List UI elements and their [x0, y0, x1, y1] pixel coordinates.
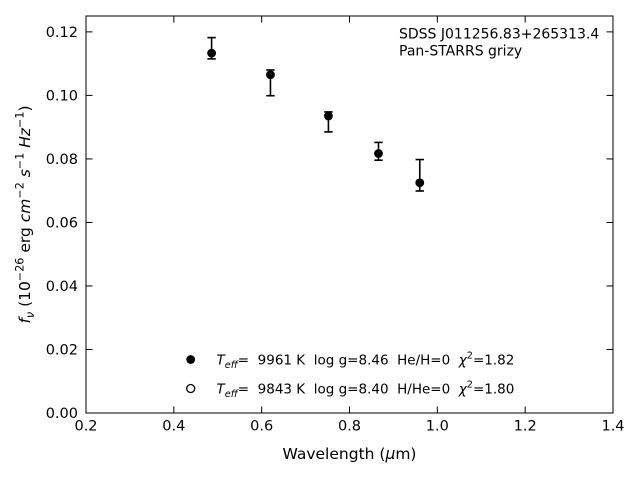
y-tick-label: 0.06	[46, 215, 78, 231]
annotation-line: SDSS J011256.83+265313.4	[399, 27, 599, 43]
data-point	[374, 141, 383, 161]
legend-row-label: Teff= 9843 K log g=8.40 H/He=0 χ2=1.80	[217, 380, 515, 400]
y-axis-label: fν (10−26 erg cm−2 s−1 Hz−1)	[13, 105, 37, 323]
annotation-line: Pan-STARRS grizy	[399, 44, 522, 60]
data-point	[415, 158, 425, 192]
data-point	[207, 36, 217, 60]
data-point-marker	[207, 48, 217, 58]
x-tick-label: 1.4	[601, 419, 624, 435]
y-tick-label: 0.08	[46, 152, 78, 168]
data-point-marker	[415, 178, 425, 188]
x-tick-label: 0.6	[250, 419, 273, 435]
data-point	[266, 69, 275, 97]
y-tick-label: 0.10	[46, 88, 78, 104]
y-tick-label: 0.00	[46, 406, 78, 422]
legend-row-label: Teff= 9961 K log g=8.46 He/H=0 χ2=1.82	[217, 351, 515, 371]
data-point-marker	[266, 70, 275, 80]
y-tick-label: 0.02	[46, 342, 78, 358]
legend-open-circle-marker	[186, 383, 196, 394]
y-tick-label: 0.12	[46, 25, 78, 41]
data-point-marker	[324, 111, 333, 121]
legend-row: Teff= 9961 K log g=8.46 He/H=0 χ2=1.82	[186, 351, 514, 371]
x-axis-label: Wavelength (μm)	[283, 445, 417, 463]
x-tick-label: 1.2	[514, 419, 537, 435]
legend-filled-circle-marker	[186, 355, 196, 364]
y-tick-label: 0.04	[46, 279, 78, 295]
x-tick-label: 0.4	[162, 419, 185, 435]
x-tick-label: 1.0	[426, 419, 449, 435]
x-tick-label: 0.8	[338, 419, 361, 435]
x-tick-label: 0.2	[74, 419, 97, 435]
data-point-marker	[374, 149, 383, 158]
data-point	[324, 111, 333, 133]
legend-row: Teff= 9843 K log g=8.40 H/He=0 χ2=1.80	[186, 380, 515, 400]
